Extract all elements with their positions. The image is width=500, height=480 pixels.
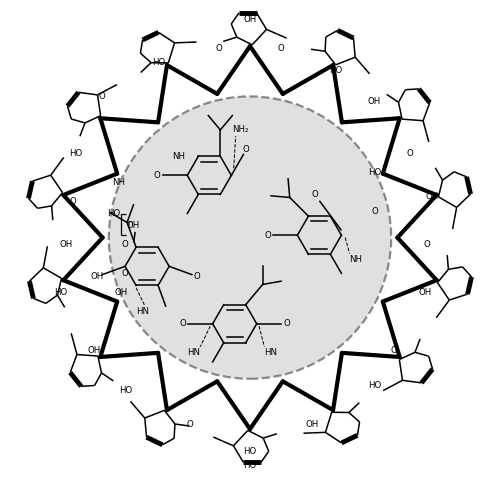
Text: OH: OH [126, 221, 140, 230]
Text: O: O [216, 44, 222, 53]
Text: O: O [154, 171, 160, 180]
Text: O: O [187, 420, 194, 429]
Text: OH: OH [418, 288, 432, 297]
Text: OH: OH [114, 288, 128, 297]
Text: O: O [194, 272, 200, 281]
Circle shape [109, 96, 391, 379]
Text: NH₂: NH₂ [232, 125, 248, 134]
Text: NH: NH [172, 152, 184, 161]
Text: HO: HO [244, 447, 256, 456]
Text: OH: OH [425, 192, 438, 202]
Text: OH: OH [244, 15, 256, 24]
Text: O: O [390, 346, 397, 355]
Text: O: O [70, 197, 76, 206]
Text: HO: HO [330, 66, 343, 74]
Text: OH: OH [368, 96, 381, 106]
Text: n: n [128, 219, 133, 228]
Text: HO: HO [368, 382, 381, 390]
Text: O: O [243, 145, 250, 154]
Text: O: O [121, 269, 128, 278]
Text: O: O [311, 190, 318, 199]
Text: HN: HN [136, 307, 149, 316]
Text: HO: HO [68, 149, 82, 158]
Text: O: O [264, 231, 271, 240]
Text: HO: HO [368, 168, 381, 178]
Text: HN: HN [188, 348, 200, 357]
Text: O: O [371, 207, 378, 216]
Text: O: O [98, 92, 105, 101]
Text: HO: HO [107, 209, 120, 218]
Text: O: O [284, 319, 290, 328]
Text: O: O [278, 44, 284, 53]
Text: O: O [180, 319, 186, 328]
Text: OH: OH [90, 272, 104, 281]
Text: O: O [424, 240, 430, 249]
Text: HN: HN [264, 348, 277, 357]
Text: HO: HO [152, 59, 166, 67]
Text: OH: OH [306, 420, 319, 429]
Text: HO: HO [54, 288, 68, 297]
Text: OH: OH [88, 346, 101, 355]
Text: HO: HO [119, 386, 132, 395]
Text: O: O [407, 149, 414, 158]
Text: HO: HO [244, 461, 256, 470]
Text: O: O [121, 240, 128, 249]
Text: NH: NH [349, 255, 362, 264]
Text: NH: NH [112, 178, 125, 187]
Text: OH: OH [59, 240, 72, 249]
